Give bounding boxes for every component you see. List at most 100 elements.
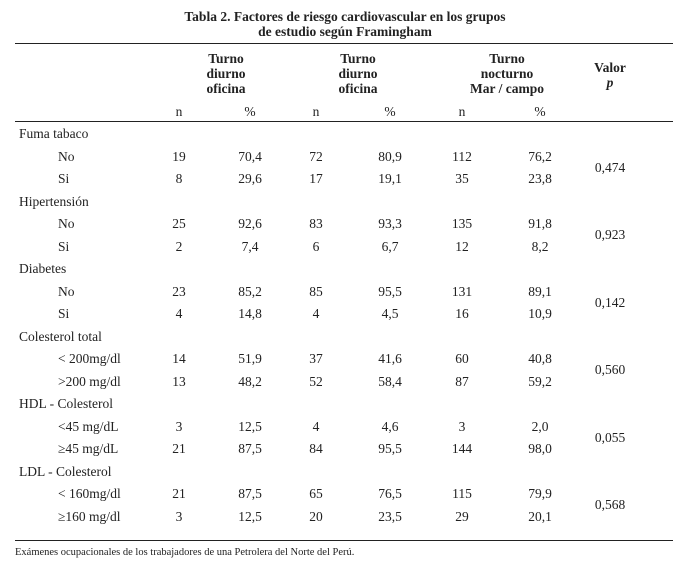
- group2-header-line1: Turno: [340, 51, 376, 66]
- n-header-3: n: [458, 104, 466, 119]
- cell-n3: 16: [455, 306, 469, 321]
- n-header-1: n: [175, 104, 183, 119]
- cell-n1: 13: [172, 373, 186, 389]
- cell-pct1: 7,4: [241, 238, 259, 254]
- cell-n1: 14: [172, 351, 186, 366]
- cell-n1: 21: [172, 486, 186, 501]
- bottom-rule: [15, 540, 673, 541]
- group1-header-line1: Turno: [208, 51, 244, 66]
- cell-n1: 3: [175, 418, 183, 434]
- cell-n3: 112: [452, 148, 472, 164]
- group3-header-line2: nocturno: [480, 66, 534, 81]
- p-value: 0,474: [594, 159, 626, 175]
- row-label: Si: [58, 171, 70, 186]
- pct-header-2: %: [384, 104, 396, 119]
- cell-pct2: 6,7: [381, 238, 399, 254]
- factor-label: HDL - Colesterol: [19, 396, 113, 411]
- cell-pct1: 12,5: [238, 508, 262, 524]
- cell-pct3: 98,0: [528, 441, 552, 456]
- valor-header: Valor: [594, 60, 626, 75]
- cell-pct1: 70,4: [238, 148, 262, 164]
- cell-pct1: 29,6: [238, 171, 262, 186]
- row-label: No: [58, 283, 75, 299]
- cell-n2: 4: [312, 306, 320, 321]
- cell-pct3: 89,1: [528, 283, 552, 299]
- row-label: <45 mg/dL: [58, 418, 119, 434]
- cell-pct2: 95,5: [378, 283, 402, 299]
- cell-n1: 25: [172, 216, 186, 231]
- group2-header-line3: oficina: [338, 81, 378, 96]
- cell-n3: 115: [452, 486, 472, 501]
- row-label: < 200mg/dl: [58, 351, 121, 366]
- p-value: 0,560: [594, 362, 626, 378]
- top-rule: [15, 43, 673, 44]
- factor-label: Colesterol total: [19, 328, 102, 344]
- p-value: 0,568: [594, 497, 626, 513]
- cell-pct3: 91,8: [528, 216, 552, 231]
- cell-pct1: 85,2: [238, 283, 262, 299]
- p-value: 0,055: [594, 429, 626, 445]
- cell-pct3: 79,9: [528, 486, 552, 501]
- row-label: < 160mg/dl: [58, 486, 121, 501]
- cell-n3: 144: [451, 441, 473, 456]
- cell-pct1: 87,5: [238, 441, 262, 456]
- n-header-2: n: [312, 104, 320, 119]
- cell-n2: 37: [309, 351, 323, 366]
- p-header: p: [606, 75, 614, 90]
- cell-n1: 2: [175, 238, 183, 254]
- cell-pct3: 23,8: [528, 171, 552, 186]
- cell-pct3: 40,8: [528, 351, 552, 366]
- group3-header-line3: Mar / campo: [470, 81, 544, 96]
- p-value: 0,142: [594, 294, 626, 310]
- factor-label: Diabetes: [19, 261, 67, 276]
- footnote: Exámenes ocupacionales de los trabajador…: [15, 547, 355, 558]
- cell-n2: 4: [312, 418, 320, 434]
- row-label: >200 mg/dl: [58, 373, 121, 389]
- cell-pct3: 2,0: [531, 418, 549, 434]
- cell-pct1: 51,9: [238, 351, 262, 366]
- group2-header-line2: diurno: [338, 66, 378, 81]
- cell-pct2: 58,4: [378, 373, 402, 389]
- cell-pct2: 95,5: [378, 441, 402, 456]
- factor-label: LDL - Colesterol: [19, 463, 112, 479]
- cell-n3: 12: [455, 238, 469, 254]
- cell-n3: 29: [455, 508, 469, 524]
- group1-header-line3: oficina: [206, 81, 246, 96]
- cell-pct2: 4,5: [381, 306, 399, 321]
- factor-label: Fuma tabaco: [19, 126, 89, 141]
- cell-pct3: 8,2: [531, 238, 549, 254]
- cell-n1: 21: [172, 441, 186, 456]
- cell-n3: 131: [451, 283, 473, 299]
- cell-pct2: 19,1: [378, 171, 402, 186]
- cell-pct1: 12,5: [238, 418, 262, 434]
- cell-n2: 84: [309, 441, 323, 456]
- row-label: Si: [58, 306, 70, 321]
- cell-n3: 87: [455, 373, 469, 389]
- cell-n2: 72: [309, 148, 323, 164]
- cell-n1: 19: [172, 148, 186, 164]
- cell-n2: 52: [309, 373, 323, 389]
- cell-pct2: 80,9: [378, 148, 402, 164]
- cell-n3: 60: [455, 351, 469, 366]
- cell-n3: 3: [458, 418, 466, 434]
- cell-n1: 4: [175, 306, 183, 321]
- row-label: ≥45 mg/dL: [58, 441, 119, 456]
- cell-pct2: 41,6: [378, 351, 402, 366]
- header-rule: [15, 121, 673, 122]
- cell-pct1: 48,2: [238, 373, 262, 389]
- pct-header-3: %: [534, 104, 546, 119]
- cell-n2: 17: [309, 171, 323, 186]
- cell-pct2: 76,5: [378, 486, 402, 501]
- cell-n1: 3: [175, 508, 183, 524]
- cell-n1: 23: [172, 283, 186, 299]
- row-label: No: [58, 148, 75, 164]
- group1-header-line2: diurno: [206, 66, 246, 81]
- pct-header-1: %: [244, 104, 256, 119]
- cell-pct3: 59,2: [528, 373, 552, 389]
- cell-n2: 6: [312, 238, 320, 254]
- cell-n2: 85: [309, 283, 323, 299]
- cell-pct3: 10,9: [528, 306, 552, 321]
- row-label: No: [58, 216, 75, 231]
- cell-pct1: 92,6: [238, 216, 262, 231]
- cell-n1: 8: [175, 171, 183, 186]
